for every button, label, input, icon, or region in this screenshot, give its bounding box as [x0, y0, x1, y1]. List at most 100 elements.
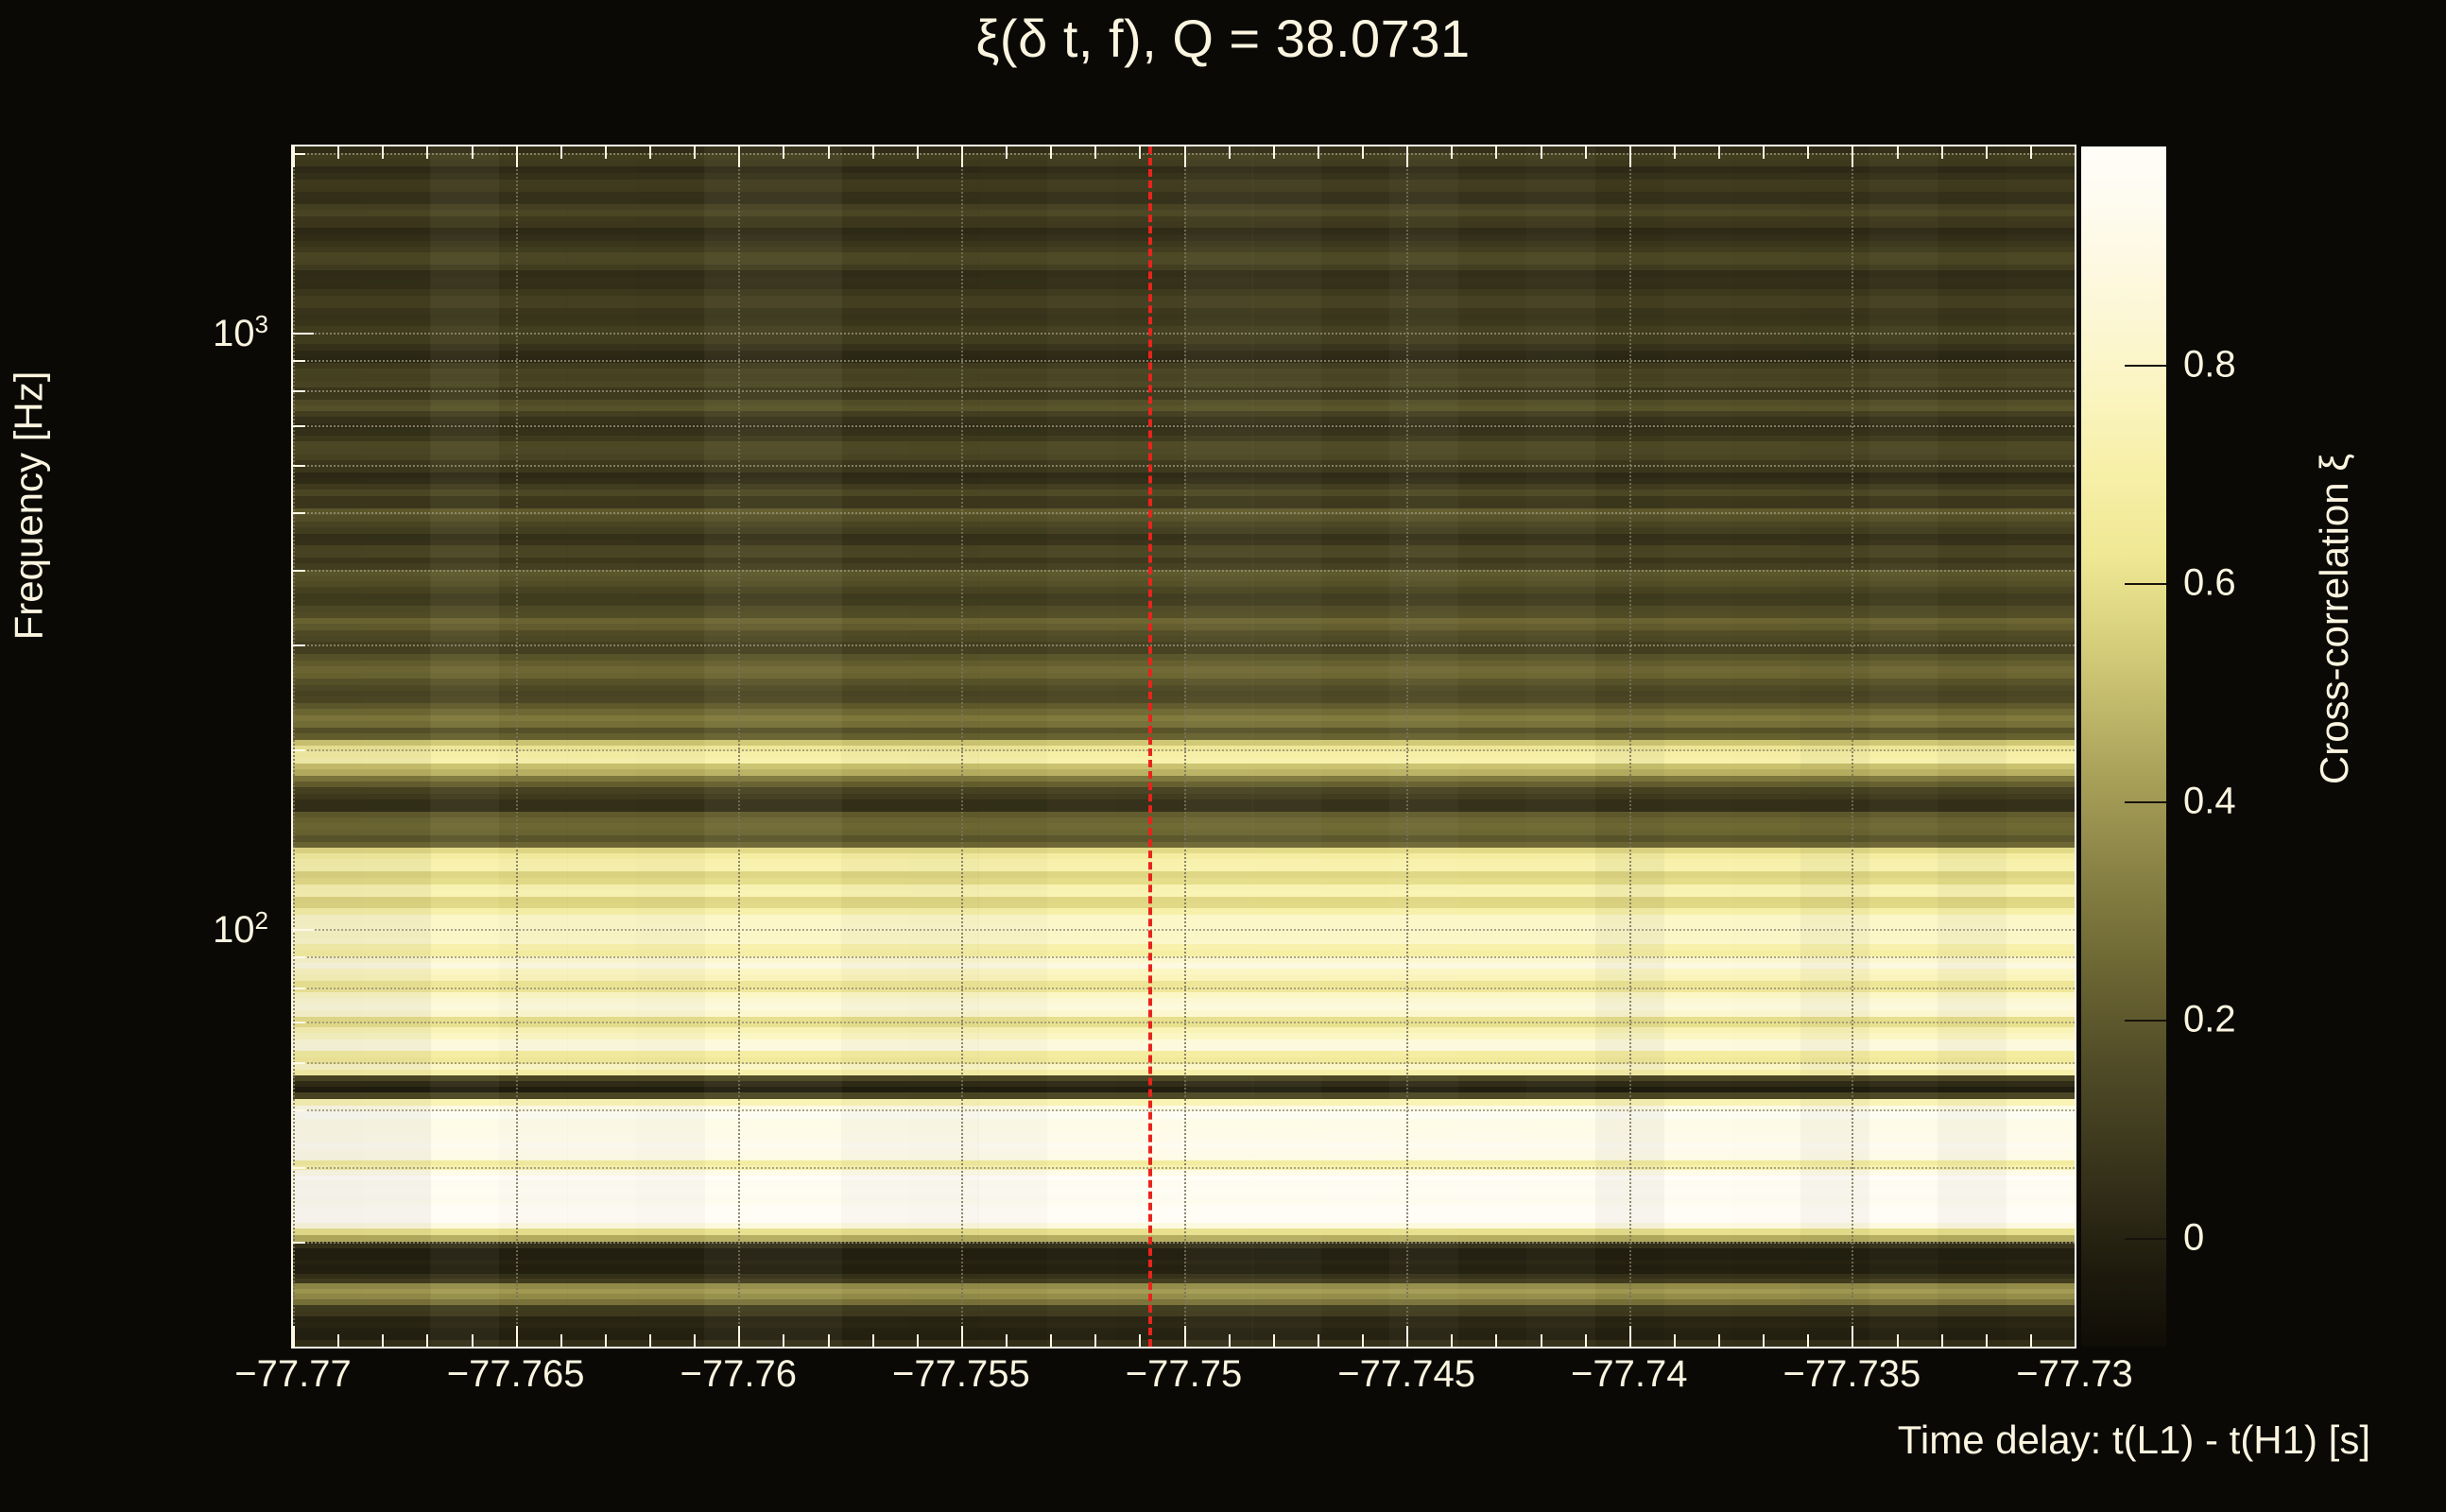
y-axis-minor-tick	[293, 1347, 305, 1349]
x-axis-tick-label: −77.745	[1337, 1353, 1475, 1395]
y-axis-title-text: Frequency [Hz]	[6, 370, 50, 641]
colorbar-tick	[2125, 364, 2166, 367]
x-axis-tick-label: −77.73	[2016, 1353, 2133, 1395]
x-axis-major-tick-top	[515, 146, 518, 167]
y-axis-minor-tick	[293, 1022, 305, 1024]
x-axis-tick-label: −77.75	[1125, 1353, 1243, 1395]
x-axis-minor-tick-top	[1673, 146, 1676, 159]
x-axis-minor-tick	[1540, 1334, 1542, 1347]
x-axis-minor-tick-top	[871, 146, 874, 159]
x-axis-major-tick-top	[960, 146, 963, 167]
y-axis-minor-tick	[293, 389, 305, 392]
y-axis-title: Frequency [Hz]	[0, 146, 57, 865]
x-axis-minor-tick	[1673, 1334, 1676, 1347]
x-axis-minor-tick	[1495, 1334, 1498, 1347]
x-axis-minor-tick	[1985, 1334, 1988, 1347]
x-axis-major-tick-top	[2075, 146, 2076, 167]
colorbar-tick	[2125, 1019, 2166, 1022]
y-axis-major-tick	[293, 332, 314, 335]
x-axis-major-tick-top	[1852, 146, 1854, 167]
x-axis-minor-tick	[783, 1334, 785, 1347]
x-axis-major-tick	[515, 1326, 518, 1347]
x-axis-minor-tick	[1272, 1334, 1275, 1347]
x-axis-minor-tick	[1139, 1334, 1142, 1347]
y-axis-minor-tick	[293, 359, 305, 362]
time-delay-marker-line	[1147, 146, 1152, 1347]
colorbar-title: Cross-correlation ξ	[2306, 146, 2363, 1091]
y-axis-tick-label: 103	[213, 309, 268, 354]
x-axis-tick-label: −77.755	[892, 1353, 1030, 1395]
colorbar-tick-label: 0.2	[2183, 998, 2236, 1040]
x-axis-minor-tick-top	[1584, 146, 1587, 159]
y-axis-minor-tick	[293, 1166, 305, 1169]
y-axis-minor-tick	[293, 424, 305, 427]
x-axis-minor-tick	[471, 1334, 474, 1347]
x-axis-major-tick	[1852, 1326, 1854, 1347]
heatmap-plot-area	[293, 146, 2075, 1347]
x-axis-minor-tick	[1050, 1334, 1053, 1347]
x-axis-minor-tick	[426, 1334, 429, 1347]
x-axis-minor-tick	[1228, 1334, 1231, 1347]
x-axis-minor-tick	[1362, 1334, 1364, 1347]
x-axis-minor-tick-top	[649, 146, 651, 159]
x-axis-minor-tick	[916, 1334, 919, 1347]
x-axis-major-tick	[960, 1326, 963, 1347]
x-axis-minor-tick-top	[1139, 146, 1142, 159]
x-axis-minor-tick	[1317, 1334, 1319, 1347]
y-axis-minor-tick	[293, 152, 305, 155]
x-axis-major-tick	[738, 1326, 741, 1347]
x-axis-tick-label: −77.76	[680, 1353, 797, 1395]
x-axis-tick-label: −77.765	[446, 1353, 585, 1395]
x-axis-minor-tick-top	[1718, 146, 1720, 159]
colorbar-tick	[2125, 800, 2166, 803]
x-axis-minor-tick	[1006, 1334, 1008, 1347]
x-axis-major-tick	[1183, 1326, 1186, 1347]
colorbar-tick-label: 0	[2183, 1216, 2205, 1259]
x-axis-minor-tick	[827, 1334, 830, 1347]
x-axis-minor-tick	[382, 1334, 385, 1347]
x-axis-minor-tick-top	[783, 146, 785, 159]
y-axis-minor-tick	[293, 644, 305, 646]
x-axis-minor-tick	[871, 1334, 874, 1347]
x-axis-minor-tick	[649, 1334, 651, 1347]
x-axis-minor-tick-top	[1317, 146, 1319, 159]
x-axis-minor-tick	[1940, 1334, 1943, 1347]
y-axis-minor-tick	[293, 570, 305, 573]
x-axis-minor-tick-top	[1228, 146, 1231, 159]
colorbar-gradient	[2081, 146, 2166, 1347]
x-axis-minor-tick-top	[1940, 146, 1943, 159]
x-axis-minor-tick	[1896, 1334, 1899, 1347]
colorbar-tick	[2125, 1237, 2166, 1240]
x-axis-major-tick	[293, 1326, 295, 1347]
x-axis-major-tick-top	[1406, 146, 1409, 167]
x-axis-minor-tick-top	[1896, 146, 1899, 159]
colorbar-tick-label: 0.8	[2183, 343, 2236, 386]
x-axis-minor-tick-top	[1050, 146, 1053, 159]
colorbar-tick-label: 0.6	[2183, 561, 2236, 604]
x-axis-minor-tick-top	[1495, 146, 1498, 159]
x-axis-minor-tick-top	[1451, 146, 1454, 159]
x-axis-minor-tick-top	[694, 146, 697, 159]
x-axis-minor-tick-top	[1362, 146, 1364, 159]
x-axis-minor-tick-top	[471, 146, 474, 159]
colorbar-tick	[2125, 582, 2166, 585]
x-axis-minor-tick-top	[1540, 146, 1542, 159]
x-axis-minor-tick-top	[1094, 146, 1097, 159]
y-axis-minor-tick	[293, 464, 305, 467]
x-axis-minor-tick-top	[337, 146, 340, 159]
x-axis-minor-tick	[1807, 1334, 1810, 1347]
x-axis-major-tick-top	[1183, 146, 1186, 167]
x-axis-tick-label: −77.74	[1571, 1353, 1688, 1395]
x-axis-minor-tick-top	[1763, 146, 1766, 159]
x-axis-minor-tick	[2029, 1334, 2032, 1347]
x-axis-major-tick-top	[293, 146, 295, 167]
x-axis-major-tick	[2075, 1326, 2076, 1347]
x-axis-minor-tick-top	[1807, 146, 1810, 159]
x-axis-minor-tick	[1763, 1334, 1766, 1347]
y-axis-minor-tick	[293, 511, 305, 514]
x-axis-minor-tick	[560, 1334, 562, 1347]
x-axis-minor-tick-top	[560, 146, 562, 159]
x-axis-minor-tick-top	[1272, 146, 1275, 159]
x-axis-minor-tick	[1094, 1334, 1097, 1347]
